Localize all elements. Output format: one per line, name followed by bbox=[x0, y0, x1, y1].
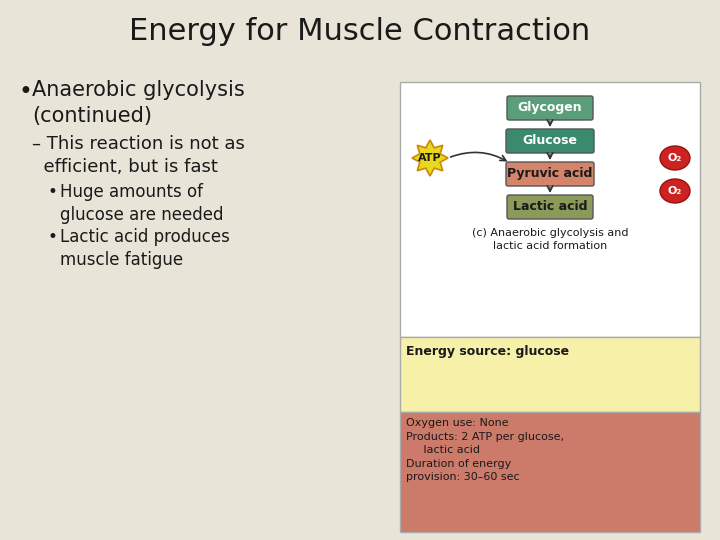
Text: Glycogen: Glycogen bbox=[518, 102, 582, 114]
Text: – This reaction is not as
  efficient, but is fast: – This reaction is not as efficient, but… bbox=[32, 135, 245, 176]
Text: Energy for Muscle Contraction: Energy for Muscle Contraction bbox=[130, 17, 590, 46]
Text: O₂: O₂ bbox=[668, 186, 682, 196]
Text: Oxygen use: None
Products: 2 ATP per glucose,
     lactic acid
Duration of energ: Oxygen use: None Products: 2 ATP per glu… bbox=[406, 418, 564, 482]
FancyBboxPatch shape bbox=[507, 195, 593, 219]
Text: O₂: O₂ bbox=[668, 153, 682, 163]
Text: ATP: ATP bbox=[418, 153, 442, 163]
FancyBboxPatch shape bbox=[400, 82, 700, 337]
Text: Energy source: glucose: Energy source: glucose bbox=[406, 345, 569, 358]
Text: Huge amounts of
glucose are needed: Huge amounts of glucose are needed bbox=[60, 183, 223, 224]
Text: •: • bbox=[48, 183, 58, 201]
FancyBboxPatch shape bbox=[400, 337, 700, 412]
Polygon shape bbox=[412, 140, 448, 176]
FancyBboxPatch shape bbox=[400, 412, 700, 532]
Text: Anaerobic glycolysis
(continued): Anaerobic glycolysis (continued) bbox=[32, 80, 245, 126]
Text: Lactic acid produces
muscle fatigue: Lactic acid produces muscle fatigue bbox=[60, 228, 230, 269]
FancyBboxPatch shape bbox=[506, 162, 594, 186]
FancyBboxPatch shape bbox=[506, 129, 594, 153]
Text: Pyruvic acid: Pyruvic acid bbox=[508, 167, 593, 180]
Ellipse shape bbox=[660, 179, 690, 203]
Text: (c) Anaerobic glycolysis and
lactic acid formation: (c) Anaerobic glycolysis and lactic acid… bbox=[472, 228, 629, 251]
FancyBboxPatch shape bbox=[507, 96, 593, 120]
Ellipse shape bbox=[660, 146, 690, 170]
Text: •: • bbox=[48, 228, 58, 246]
Text: Glucose: Glucose bbox=[523, 134, 577, 147]
Text: Lactic acid: Lactic acid bbox=[513, 200, 588, 213]
Text: •: • bbox=[18, 80, 32, 104]
